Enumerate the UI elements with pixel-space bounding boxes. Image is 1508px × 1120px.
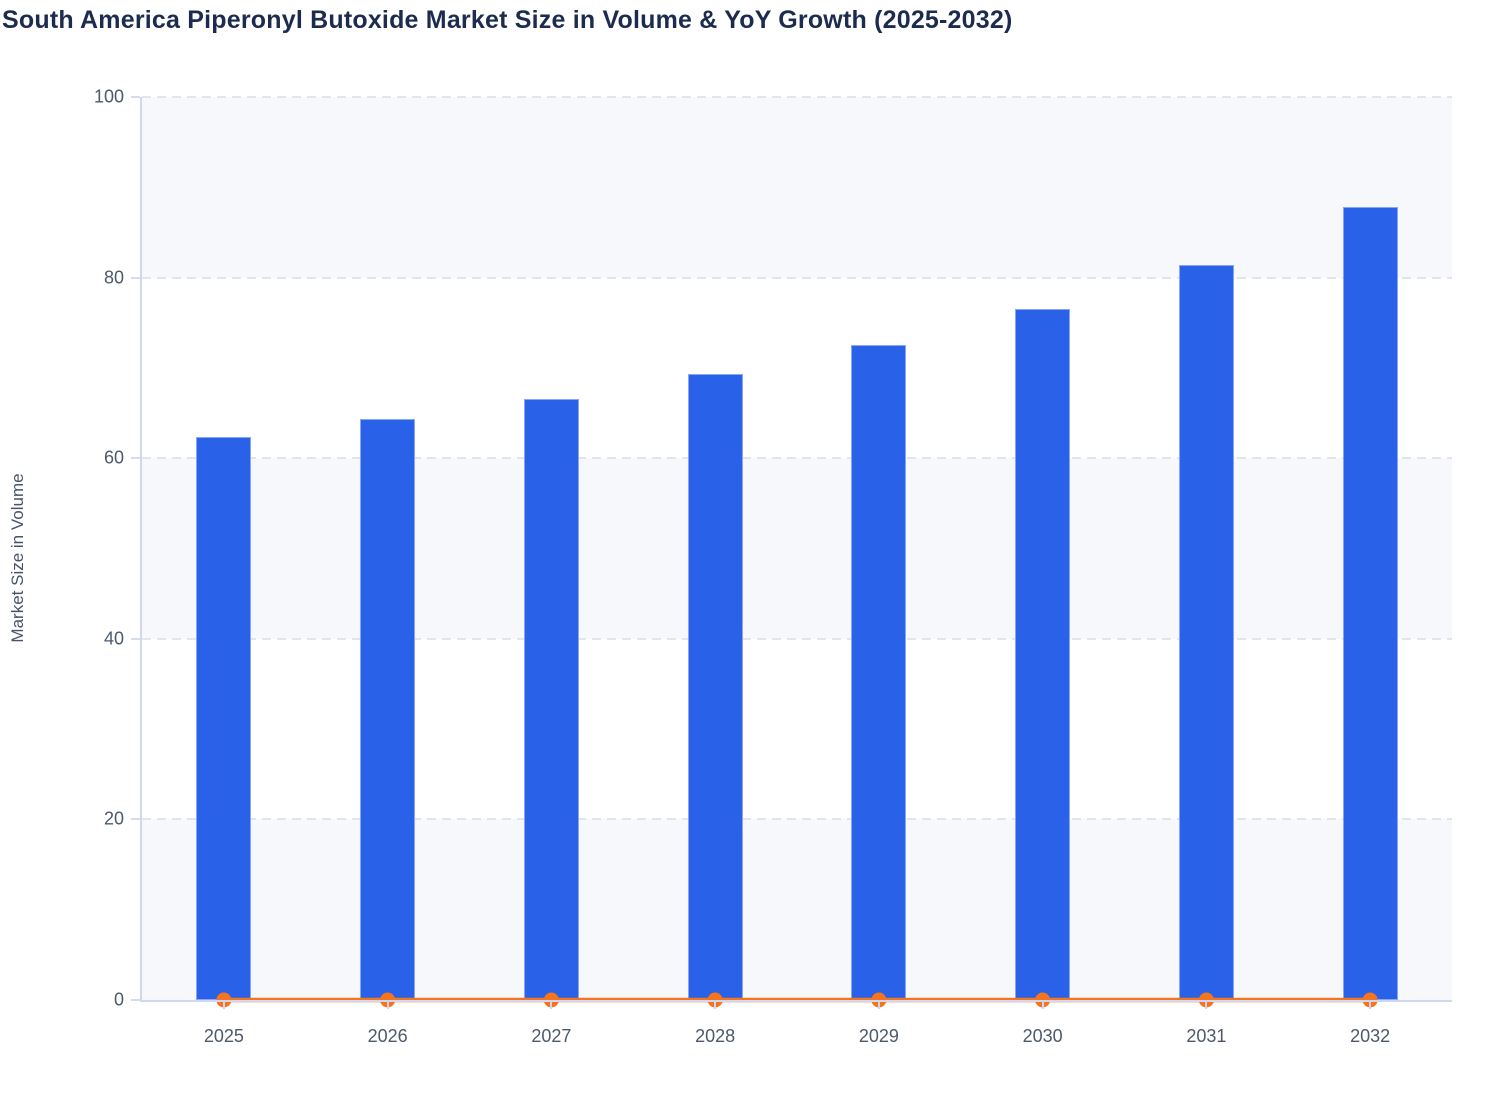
x-tick-mark-2026 [386,1000,389,1009]
gridline-40 [142,637,1452,640]
yoy-growth-line-layer [216,992,1378,1008]
y-tick-label-20: 20 [103,808,124,829]
gridline-100 [142,96,1452,98]
y-tick-mark-40 [131,637,140,640]
bar-2030[interactable] [1015,309,1071,1000]
gridline-80 [142,276,1452,279]
x-tick-mark-2028 [714,1000,717,1009]
y-tick-label-60: 60 [103,447,124,468]
y-axis-line [140,97,142,1002]
bar-2025[interactable] [196,437,252,1000]
y-tick-mark-60 [131,457,140,460]
chart-title: South America Piperonyl Butoxide Market … [2,6,1013,34]
gridline-20 [142,818,1452,821]
y-tick-label-0: 0 [113,989,124,1010]
y-tick-label-80: 80 [103,267,124,288]
x-tick-label-2028: 2028 [695,1026,736,1046]
bar-2032[interactable] [1342,207,1398,1000]
x-tick-label-2025: 2025 [203,1026,244,1046]
y-tick-mark-100 [131,96,140,98]
y-axis-title: Market Size in Volume [8,473,27,643]
x-tick-label-2032: 2032 [1350,1026,1391,1046]
x-axis-line [140,1000,1452,1002]
x-tick-label-2029: 2029 [858,1026,899,1046]
bar-2031[interactable] [1178,264,1234,1000]
x-tick-mark-2032 [1369,1000,1372,1009]
plot-area [142,96,1452,1008]
y-tick-mark-20 [131,818,140,821]
x-tick-label-2030: 2030 [1022,1026,1063,1046]
y-tick-label-100: 100 [93,86,124,107]
bar-2028[interactable] [687,374,743,1000]
y-tick-mark-0 [131,999,140,1001]
bar-2027[interactable] [523,398,579,1000]
plot-band-80-100 [142,97,1452,278]
gridline-60 [142,457,1452,460]
x-tick-mark-2030 [1041,1000,1044,1009]
x-tick-mark-2031 [1205,1000,1208,1009]
x-tick-mark-2029 [877,1000,880,1009]
bar-2029[interactable] [851,345,907,1000]
y-tick-label-40: 40 [103,628,124,649]
x-tick-mark-2025 [222,1000,225,1009]
x-tick-label-2026: 2026 [367,1026,408,1046]
x-tick-label-2031: 2031 [1186,1026,1227,1046]
y-tick-mark-80 [131,276,140,279]
bar-2026[interactable] [360,419,416,1000]
x-tick-label-2027: 2027 [531,1026,572,1046]
x-tick-mark-2027 [550,1000,553,1009]
